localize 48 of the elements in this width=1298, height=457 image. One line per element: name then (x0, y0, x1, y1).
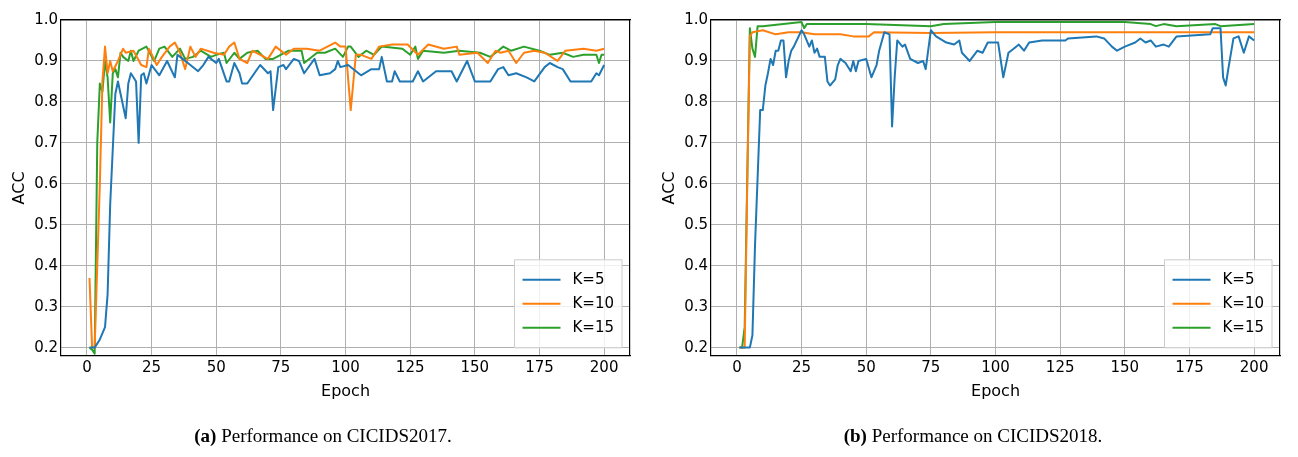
x-tick-label: 125 (395, 357, 425, 376)
text: (a) Performance on CICIDS2017. (194, 425, 452, 446)
y-axis-title: ACC (8, 171, 28, 205)
y-tick-label: 0.5 (34, 214, 59, 233)
y-tick-label: 0.6 (684, 173, 709, 192)
x-tick-label: 0 (732, 357, 742, 376)
x-tick-label: 200 (589, 357, 619, 376)
legend-label: K=5 (572, 269, 605, 288)
y-tick-label: 0.3 (684, 296, 709, 315)
x-tick-label: 50 (206, 357, 226, 376)
x-tick-label: 150 (1110, 357, 1140, 376)
x-tick-label: 100 (981, 357, 1010, 376)
y-tick-label: 0.5 (684, 214, 709, 233)
y-tick-label: 0.4 (34, 255, 59, 274)
y-tick-label: 0.8 (684, 91, 709, 110)
y-tick-label: 0.8 (34, 91, 59, 110)
y-tick-label: 0.7 (684, 132, 709, 151)
x-tick-label: 175 (1175, 357, 1204, 376)
legend-label: K=10 (572, 293, 615, 312)
x-tick-label: 150 (460, 357, 490, 376)
text: (b) Performance on CICIDS2018. (843, 425, 1103, 446)
x-tick-label: 75 (921, 357, 941, 376)
y-tick-label: 0.3 (34, 296, 59, 315)
y-tick-label: 0.4 (684, 255, 709, 274)
x-tick-label: 0 (82, 357, 92, 376)
y-axis-title: ACC (658, 171, 678, 205)
x-tick-label: 175 (525, 357, 554, 376)
legend-label: K=15 (572, 317, 615, 336)
y-tick-label: 0.6 (34, 173, 59, 192)
y-tick-label: 0.2 (684, 337, 709, 356)
y-tick-label: 1.0 (34, 9, 59, 28)
x-tick-label: 25 (792, 357, 812, 376)
y-tick-label: 0.9 (34, 50, 59, 69)
legend-label: K=15 (1222, 317, 1265, 336)
x-tick-label: 75 (271, 357, 291, 376)
x-axis-title: Epoch (971, 380, 1021, 400)
x-axis-title: Epoch (321, 380, 371, 400)
legend-label: K=10 (1222, 293, 1265, 312)
x-tick-label: 200 (1239, 357, 1269, 376)
y-tick-label: 0.7 (34, 132, 59, 151)
x-tick-label: 125 (1045, 357, 1075, 376)
y-tick-label: 0.2 (34, 337, 59, 356)
x-tick-label: 100 (331, 357, 360, 376)
x-tick-label: 25 (142, 357, 162, 376)
legend-label: K=5 (1222, 269, 1255, 288)
y-tick-label: 0.9 (684, 50, 709, 69)
y-tick-label: 1.0 (684, 9, 709, 28)
x-tick-label: 50 (856, 357, 876, 376)
